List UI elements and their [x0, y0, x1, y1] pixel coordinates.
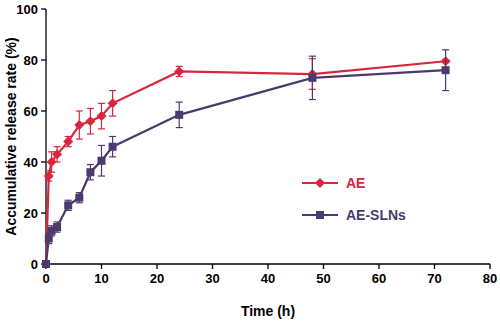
error-cap — [76, 202, 83, 203]
series-line — [46, 61, 446, 264]
x-tick-label: 40 — [261, 271, 275, 286]
error-cap — [76, 110, 83, 111]
error-cap — [98, 128, 105, 129]
y-tick — [41, 110, 46, 111]
y-tick — [41, 212, 46, 213]
legend: AE AE-SLNs — [302, 175, 406, 223]
error-cap — [176, 127, 183, 128]
error-cap — [98, 145, 105, 146]
x-tick-label: 80 — [483, 271, 497, 286]
data-layer — [41, 50, 451, 269]
error-bar — [54, 222, 61, 232]
data-point — [98, 157, 106, 165]
error-cap — [109, 115, 116, 116]
data-point — [63, 137, 73, 147]
error-cap — [109, 90, 116, 91]
x-tick — [212, 264, 213, 269]
error-cap — [54, 146, 61, 147]
legend-marker — [315, 178, 325, 188]
error-cap — [76, 138, 83, 139]
y-tick — [41, 161, 46, 162]
data-point — [64, 201, 72, 209]
y-tick — [41, 8, 46, 9]
x-tick — [323, 264, 324, 269]
error-cap — [309, 99, 316, 100]
legend-marker — [316, 211, 324, 219]
y-tick-label: 0 — [31, 257, 38, 272]
data-point — [74, 120, 84, 130]
x-tick — [489, 264, 490, 269]
x-tick-label: 70 — [427, 271, 441, 286]
error-bar — [45, 233, 52, 243]
x-tick-label: 20 — [150, 271, 164, 286]
y-tick-label: 60 — [24, 104, 38, 119]
error-bar — [109, 137, 116, 157]
data-point — [108, 98, 118, 108]
y-tick-label: 100 — [16, 2, 38, 17]
x-tick — [267, 264, 268, 269]
legend-label: AE-SLNs — [346, 207, 406, 223]
y-tick-label: 20 — [24, 206, 38, 221]
error-cap — [109, 156, 116, 157]
error-bar — [176, 102, 183, 128]
x-tick-label: 60 — [372, 271, 386, 286]
error-bar — [442, 50, 449, 91]
data-point — [41, 259, 51, 269]
error-cap — [65, 200, 72, 201]
error-cap — [442, 90, 449, 91]
series-line — [46, 70, 446, 264]
axes: 0 20 40 60 80 100 0 10 20 30 40 50 60 70 80 — [16, 2, 497, 287]
data-point — [175, 111, 183, 119]
chart-svg: 0 20 40 60 80 100 0 10 20 30 40 50 60 70 80 Time (h) Acc… — [0, 0, 500, 322]
error-bar — [65, 200, 72, 210]
series-1 — [42, 50, 450, 268]
error-cap — [309, 56, 316, 57]
x-tick — [378, 264, 379, 269]
error-cap — [87, 133, 94, 134]
error-cap — [48, 151, 55, 152]
x-tick-label: 30 — [205, 271, 219, 286]
y-axis-label: Accumulative release rate (%) — [3, 37, 19, 235]
data-point — [45, 235, 53, 243]
data-point — [47, 157, 57, 167]
error-cap — [98, 175, 105, 176]
y-tick-label: 80 — [24, 53, 38, 68]
error-cap — [442, 49, 449, 50]
x-tick-label: 10 — [94, 271, 108, 286]
data-point — [109, 143, 117, 151]
data-point — [42, 260, 50, 268]
data-point — [75, 194, 83, 202]
error-cap — [87, 164, 94, 165]
legend-label: AE — [346, 175, 365, 191]
x-axis-label: Time (h) — [241, 303, 295, 319]
x-tick-label: 50 — [316, 271, 330, 286]
data-point — [174, 66, 184, 76]
data-point — [44, 171, 54, 181]
data-point — [97, 111, 107, 121]
data-point — [442, 66, 450, 74]
y-tick-label: 40 — [24, 155, 38, 170]
error-bar — [309, 56, 316, 99]
error-cap — [98, 103, 105, 104]
x-tick — [101, 264, 102, 269]
data-point — [52, 149, 62, 159]
data-point — [308, 74, 316, 82]
error-bar — [98, 145, 105, 176]
error-bar — [76, 193, 83, 203]
x-tick — [156, 264, 157, 269]
data-point — [86, 168, 94, 176]
error-cap — [109, 136, 116, 137]
y-tick — [41, 59, 46, 60]
chart-root: 0 20 40 60 80 100 0 10 20 30 40 50 60 70 80 Time (h) Acc… — [0, 0, 500, 322]
error-cap — [176, 101, 183, 102]
data-point — [85, 116, 95, 126]
series-0 — [41, 56, 451, 269]
error-cap — [87, 108, 94, 109]
x-tick — [434, 264, 435, 269]
x-tick-label: 0 — [42, 271, 49, 286]
data-point — [53, 223, 61, 231]
